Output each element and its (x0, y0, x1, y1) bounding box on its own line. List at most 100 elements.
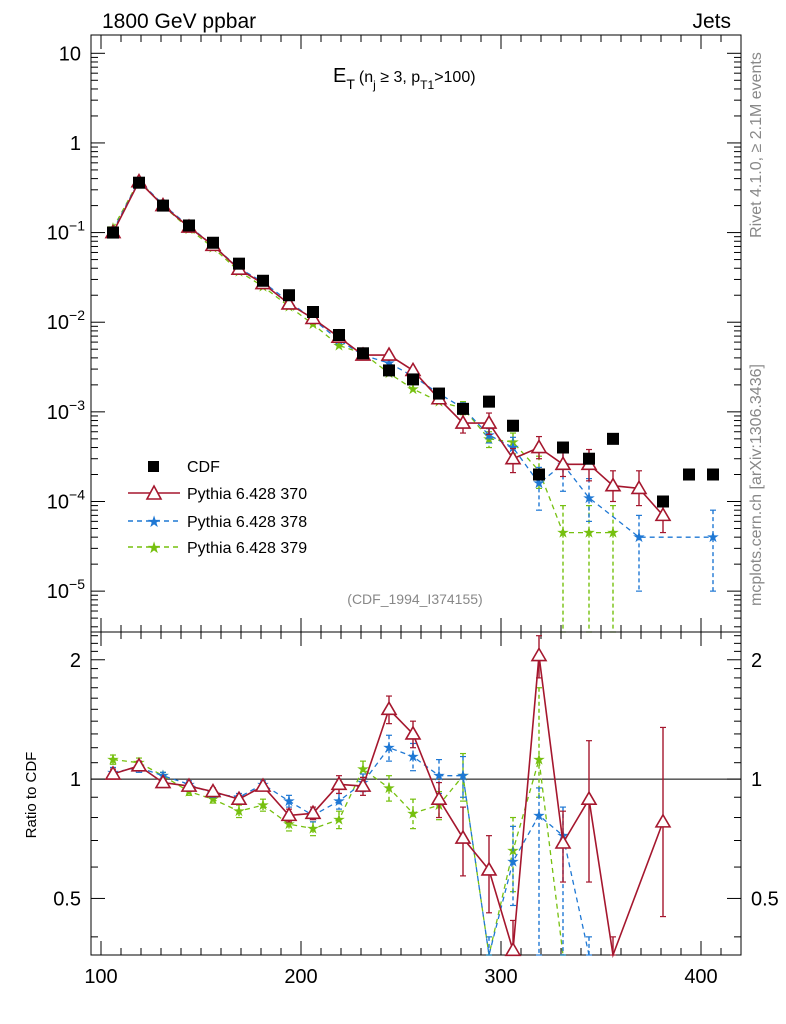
ratio-point (230, 790, 248, 805)
ratio-point: ★ (256, 796, 269, 814)
ratio-point (354, 777, 372, 792)
main-point (380, 346, 398, 361)
main-point (657, 495, 669, 508)
main-point (504, 450, 522, 465)
ratio-point (504, 941, 522, 957)
ratio-point (104, 765, 122, 780)
main-point (107, 226, 119, 239)
ratio-point: ★ (456, 767, 469, 785)
ratio-ytick-label-right: 1 (751, 769, 762, 791)
ratio-point: ★ (506, 852, 519, 870)
main-point (654, 506, 672, 522)
main-ytick-label: 10−1 (47, 218, 85, 245)
main-point (357, 347, 369, 360)
main-point (407, 373, 419, 386)
header-right: Jets (692, 10, 731, 33)
ratio-ytick-label: 2 (70, 650, 81, 672)
ratio-point: ★ (382, 779, 395, 797)
main-point (383, 364, 395, 377)
ratio-point: ★ (356, 760, 369, 778)
ratio-point (154, 773, 172, 789)
main-series-line (112, 179, 713, 538)
main-point (433, 387, 445, 400)
main-point (133, 176, 145, 189)
main-point (454, 414, 472, 429)
main-point (604, 477, 622, 492)
ratio-point: ★ (532, 751, 545, 769)
ratio-point: ★ (406, 804, 419, 822)
legend-370-marker (145, 484, 163, 500)
main-point (557, 441, 569, 454)
main-ytick-label: 10−3 (47, 397, 85, 424)
main-point: ★ (582, 489, 595, 507)
main-ytick-label: 10 (59, 43, 81, 65)
main-point: ★ (706, 528, 719, 546)
ratio-point (480, 861, 498, 876)
ratio-ylabel: Ratio to CDF (23, 752, 40, 839)
legend-cdf-label: CDF (187, 459, 220, 476)
main-point (307, 306, 319, 319)
ratio-point: ★ (106, 751, 119, 769)
main-point (280, 295, 298, 310)
main-ytick-label: 1 (70, 133, 81, 155)
ratio-xtick-label: 400 (684, 966, 717, 988)
ratio-point: ★ (432, 767, 445, 785)
legend-cdf-marker (148, 461, 159, 472)
main-point (183, 219, 195, 232)
mcplots-label: mcplots.cern.ch [arXiv:1306.3436] (748, 364, 765, 606)
main-point: ★ (632, 528, 645, 546)
main-series-cdf (107, 176, 719, 508)
ratio-point (454, 829, 472, 844)
ratio-point (204, 783, 222, 798)
ratio-point (430, 790, 448, 805)
ratio-point (380, 700, 398, 716)
legend-379-marker: ★ (147, 538, 161, 557)
main-point (207, 236, 219, 249)
main-point (630, 479, 648, 495)
legend-378-marker: ★ (147, 512, 161, 531)
main-point: ★ (482, 426, 495, 444)
ratio-ytick-label-right: 0.5 (751, 888, 779, 910)
ratio-point (654, 813, 672, 828)
ratio-series-pythia-6-428-370 (104, 635, 672, 959)
ratio-point: ★ (232, 802, 245, 820)
main-point: ★ (506, 433, 519, 451)
main-ytick-label: 10−5 (47, 576, 85, 603)
main-point (530, 438, 548, 454)
main-point (333, 329, 345, 342)
ratio-xtick-label: 100 (84, 966, 117, 988)
main-point (533, 468, 545, 481)
main-series-pythia-6-428-379: ★★★★★★★★★★★★★★★★★★★★★ (106, 172, 620, 633)
main-point (483, 395, 495, 408)
legend: CDF Pythia 6.428 370 ★ Pythia 6.428 378 … (128, 459, 307, 557)
ratio-point: ★ (282, 792, 295, 810)
ratio-point: ★ (456, 767, 469, 785)
ratio-point (280, 806, 298, 822)
main-ytick-label: 10−2 (47, 307, 85, 334)
main-point (457, 402, 469, 415)
ratio-series-pythia-6-428-379: ★★★★★★★★★★★★★★★★★ (106, 687, 566, 956)
main-point: ★ (506, 439, 519, 457)
main-point: ★ (582, 524, 595, 542)
analysis-watermark: (CDF_1994_I374155) (347, 591, 482, 607)
plot-title: ET (nj ≥ 3, pT1>100) (333, 65, 476, 92)
main-point (480, 414, 498, 429)
ratio-point (554, 834, 572, 849)
ratio-point: ★ (382, 739, 395, 757)
legend-379-label: Pythia 6.428 379 (187, 540, 307, 557)
main-point (157, 199, 169, 212)
ratio-point (580, 790, 598, 805)
main-point (583, 452, 595, 465)
ratio-point (330, 775, 348, 791)
ratio-point: ★ (332, 811, 345, 829)
ratio-ytick-label: 1 (70, 769, 81, 791)
ratio-point: ★ (532, 806, 545, 824)
ratio-point (530, 646, 548, 662)
ratio-xtick-label: 300 (484, 966, 517, 988)
main-point (507, 419, 519, 432)
main-point (554, 455, 572, 471)
ratio-ytick-label: 0.5 (53, 888, 81, 910)
legend-370-label: Pythia 6.428 370 (187, 486, 307, 503)
ratio-point: ★ (332, 792, 345, 810)
